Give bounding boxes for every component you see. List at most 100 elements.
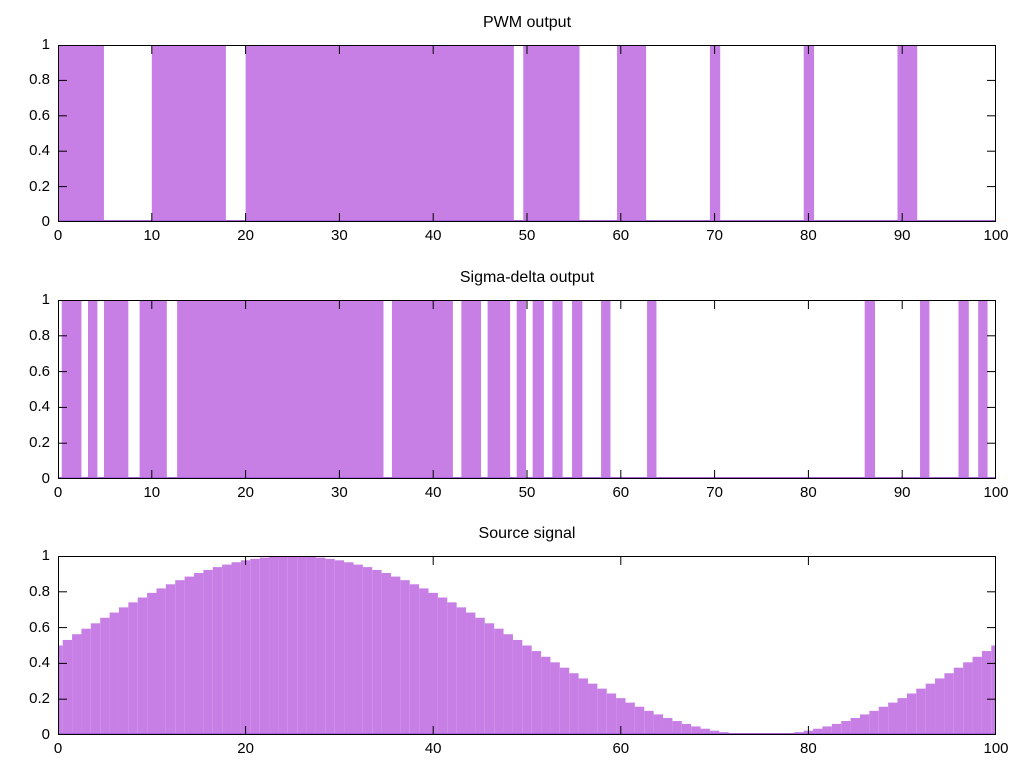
plot-border <box>58 300 996 479</box>
signal-box <box>972 656 982 735</box>
pulse-bar <box>88 300 98 479</box>
pulse-bar <box>958 300 969 479</box>
y-tick-label: 1 <box>41 291 50 308</box>
pulse-bar <box>803 45 815 222</box>
signal-box <box>466 612 476 735</box>
pulse-bar <box>139 300 167 479</box>
y-tick-label: 0.6 <box>29 618 50 636</box>
signal-box <box>419 588 429 735</box>
signal-box <box>62 639 73 735</box>
y-tick-label: 0 <box>41 470 50 487</box>
pulse-bar <box>552 300 563 479</box>
pulse-bar <box>920 300 930 479</box>
pulse-bar <box>151 45 226 222</box>
signal-box <box>165 584 176 735</box>
signal-box <box>709 730 720 735</box>
signal-box <box>569 673 579 735</box>
pulse-bar <box>516 300 527 479</box>
signal-box <box>963 662 973 735</box>
x-tick-label: 70 <box>706 227 723 244</box>
signal-box <box>512 639 523 735</box>
y-tick-label: 0.8 <box>29 582 50 600</box>
signal-box <box>531 651 542 735</box>
pulse-bar <box>864 300 875 479</box>
sigma-delta-plot-area <box>58 300 996 484</box>
signal-box <box>522 645 532 735</box>
signal-box <box>484 623 495 735</box>
y-tick-label: 0.4 <box>29 398 50 416</box>
plot-canvas <box>58 556 996 735</box>
signal-box <box>353 564 363 735</box>
x-tick-label: 80 <box>800 484 817 501</box>
pulse-bar <box>61 300 82 479</box>
pulse-bar <box>103 300 129 479</box>
signal-box <box>916 688 926 735</box>
pulse-bar <box>391 300 453 479</box>
signal-box <box>869 710 879 735</box>
sigma-delta-chart-title: Sigma-delta output <box>459 269 595 286</box>
signal-box <box>212 567 223 735</box>
x-tick-label: 90 <box>893 484 911 501</box>
signal-box <box>550 662 560 735</box>
signal-box <box>128 602 138 735</box>
x-tick-label: 30 <box>331 484 348 501</box>
signal-box <box>456 607 467 735</box>
signal-box <box>259 557 270 735</box>
signal-box <box>231 562 241 735</box>
signal-box <box>925 683 936 735</box>
x-tick-label: 100 <box>983 484 1009 501</box>
signal-box <box>663 717 673 735</box>
signal-box <box>447 602 457 735</box>
y-tick-label: 0.8 <box>29 326 50 344</box>
signal-box <box>58 645 63 735</box>
signal-box <box>240 560 251 735</box>
signal-box <box>606 693 617 735</box>
x-tick-label: 0 <box>53 740 63 757</box>
signal-box <box>475 617 485 735</box>
pulse-bar <box>897 45 918 222</box>
signal-box <box>578 678 588 735</box>
source-signal-plot-area <box>58 556 996 740</box>
signal-box <box>278 556 288 735</box>
signal-box <box>616 698 626 735</box>
signal-box <box>184 576 195 735</box>
x-tick-label: 20 <box>237 227 254 244</box>
y-tick-label: 0.6 <box>29 106 50 124</box>
y-tick-label: 1 <box>41 36 50 53</box>
pulse-bar <box>978 300 988 479</box>
signal-box <box>203 569 213 735</box>
signal-box <box>634 706 645 735</box>
signal-box <box>372 569 382 735</box>
y-tick-label: 0.2 <box>29 177 50 195</box>
x-tick-label: 100 <box>983 740 1009 757</box>
signal-box <box>325 558 335 735</box>
signal-box <box>194 573 204 735</box>
y-tick-label: 0.2 <box>29 690 50 708</box>
y-tick-label: 0.4 <box>29 142 50 160</box>
signal-box <box>494 628 504 735</box>
signal-box <box>156 588 166 735</box>
plot-border <box>58 45 996 222</box>
pulse-bar <box>572 300 583 479</box>
signal-box <box>390 576 401 735</box>
y-tick-label: 0.2 <box>29 434 50 452</box>
signal-box <box>813 728 823 735</box>
signal-box <box>897 698 907 735</box>
x-tick-label: 40 <box>424 740 442 757</box>
signal-box <box>822 726 832 735</box>
x-tick-label: 40 <box>424 227 442 244</box>
signal-box <box>344 562 354 735</box>
pulse-bar <box>617 45 647 222</box>
pulse-bar <box>177 300 384 479</box>
signal-box <box>625 702 635 735</box>
signal-box <box>297 556 307 735</box>
x-tick-label: 10 <box>143 227 161 244</box>
x-tick-label: 0 <box>53 227 63 244</box>
signal-box <box>981 651 992 735</box>
signal-box <box>306 556 316 735</box>
x-tick-label: 70 <box>706 484 723 501</box>
signal-box <box>428 592 438 735</box>
pulse-bar <box>647 300 657 479</box>
signal-box <box>681 723 692 735</box>
signal-box <box>437 597 448 735</box>
